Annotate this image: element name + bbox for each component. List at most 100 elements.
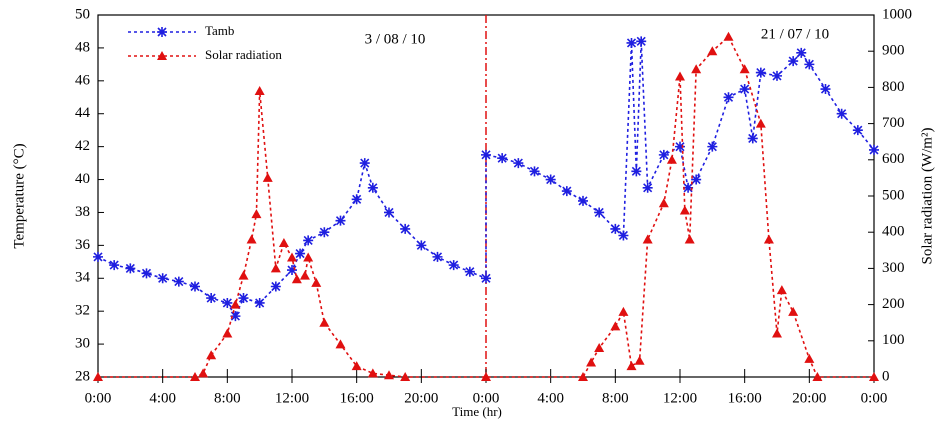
star-marker [642, 182, 653, 193]
triangle-marker [755, 118, 766, 128]
triangle-marker [578, 372, 588, 381]
y2-tick-label: 800 [882, 79, 905, 95]
star-marker [578, 195, 588, 206]
y-tick-label: 34 [75, 270, 91, 286]
triangle-marker [707, 46, 718, 56]
star-marker [238, 293, 249, 304]
triangle-marker [763, 234, 774, 244]
x-tick-label: 16:00 [340, 390, 374, 406]
x-tick-label: 0:00 [473, 390, 500, 406]
star-marker [755, 67, 766, 78]
triangle-marker [206, 350, 217, 360]
triangle-marker [384, 370, 394, 380]
x-tick-label: 12:00 [663, 390, 697, 406]
triangle-marker [311, 277, 322, 287]
y2-tick-label: 1000 [882, 6, 912, 22]
legend-marker [157, 27, 167, 37]
star-marker [206, 293, 217, 304]
triangle-marker [335, 339, 346, 349]
triangle-marker [658, 198, 669, 208]
y2-tick-label: 400 [882, 224, 905, 240]
star-marker [295, 248, 306, 259]
star-marker [594, 207, 605, 218]
y2-axis-label: Solar radiation (W/m²) [919, 128, 935, 265]
triangle-marker [675, 71, 685, 81]
triangle-marker [776, 285, 787, 295]
star-marker [683, 182, 694, 193]
triangle-marker [804, 353, 815, 363]
triangle-marker [246, 234, 257, 244]
series-line [98, 35, 874, 378]
star-marker [626, 37, 637, 48]
star-marker [384, 207, 394, 218]
x-tick-label: 8:00 [602, 390, 629, 406]
triangle-marker [319, 317, 330, 327]
x-tick-label: 8:00 [214, 390, 241, 406]
star-marker [416, 240, 427, 251]
triangle-marker [222, 328, 233, 338]
triangle-marker [586, 357, 597, 367]
triangle-marker [772, 328, 782, 338]
triangle-marker [367, 368, 378, 378]
star-marker [820, 84, 831, 95]
star-marker [367, 182, 378, 193]
star-marker [303, 235, 314, 246]
triangle-marker [626, 361, 637, 371]
triangle-marker [610, 321, 621, 331]
star-marker [335, 215, 346, 226]
triangle-marker [481, 372, 491, 381]
triangle-marker [594, 343, 605, 353]
star-marker [610, 223, 621, 234]
star-marker [691, 174, 702, 185]
annotation: 21 / 07 / 10 [761, 26, 829, 42]
triangle-marker [723, 31, 734, 41]
triangle-marker [262, 172, 273, 182]
star-marker [658, 149, 669, 160]
triangle-marker [788, 306, 799, 316]
x-tick-label: 20:00 [404, 390, 438, 406]
star-marker [631, 166, 642, 177]
star-marker [351, 194, 362, 205]
triangle-marker [93, 372, 103, 381]
star-marker [836, 108, 847, 119]
star-marker [747, 133, 758, 144]
star-marker [739, 84, 750, 95]
star-marker [869, 144, 879, 155]
y2-tick-label: 700 [882, 115, 905, 131]
y-tick-label: 40 [75, 171, 90, 187]
legend-label: Tamb [205, 23, 234, 38]
star-marker [157, 273, 168, 284]
triangle-marker [351, 361, 362, 371]
star-marker [513, 158, 524, 169]
triangle-marker [634, 355, 645, 365]
x-tick-label: 12:00 [275, 390, 309, 406]
y-tick-label: 42 [75, 138, 90, 154]
star-marker [109, 260, 120, 271]
star-marker [359, 158, 370, 169]
x-tick-label: 16:00 [728, 390, 762, 406]
star-marker [796, 47, 807, 58]
triangle-marker [666, 154, 677, 164]
triangle-marker [691, 64, 702, 74]
triangle-marker [739, 64, 750, 74]
triangle-marker [684, 234, 695, 244]
legend-marker [157, 51, 167, 60]
star-marker [707, 141, 718, 152]
star-marker [804, 59, 815, 70]
triangle-marker [869, 372, 879, 381]
y2-tick-label: 500 [882, 187, 905, 203]
star-marker [141, 268, 152, 279]
star-marker [561, 186, 572, 197]
x-tick-label: 4:00 [537, 390, 564, 406]
star-marker [270, 281, 281, 292]
triangle-marker [679, 205, 690, 215]
y2-tick-label: 100 [882, 332, 905, 348]
star-marker [636, 36, 647, 47]
star-marker [125, 263, 136, 274]
triangle-marker [190, 372, 200, 381]
x-tick-label: 0:00 [861, 390, 888, 406]
star-marker [675, 141, 685, 152]
triangle-marker [287, 252, 297, 262]
star-marker [852, 125, 863, 136]
